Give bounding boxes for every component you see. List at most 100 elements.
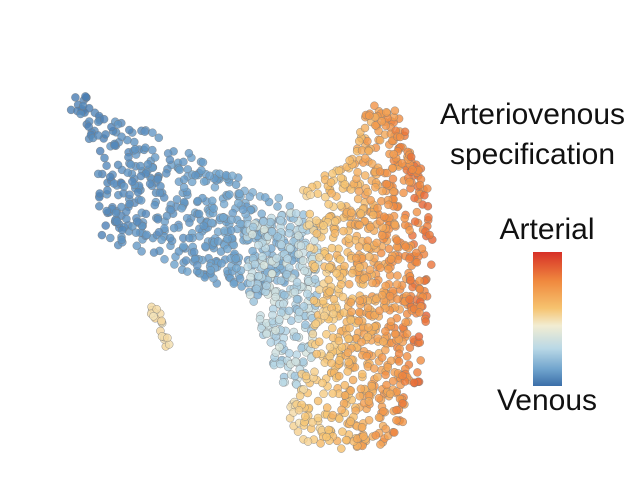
scatter-point: [324, 425, 333, 435]
scatter-point: [123, 168, 132, 177]
scatter-point: [375, 167, 385, 176]
scatter-point: [280, 291, 289, 300]
scatter-point: [217, 259, 226, 268]
scatter-point: [292, 295, 302, 304]
scatter-point: [363, 332, 372, 342]
scatter-point: [385, 292, 395, 301]
scatter-point: [157, 235, 166, 245]
scatter-point: [93, 169, 103, 179]
scatter-point: [329, 309, 338, 319]
scatter-point: [378, 353, 387, 362]
scatter-point: [392, 280, 402, 289]
scatter-point: [195, 232, 204, 241]
scatter-point: [359, 432, 368, 441]
scatter-point: [312, 216, 321, 225]
scatter-point: [113, 120, 123, 129]
scatter-point: [346, 298, 355, 307]
scatter-point: [412, 258, 422, 267]
scatter-point: [219, 199, 229, 209]
scatter-point: [389, 149, 398, 159]
scatter-point: [379, 407, 388, 416]
scatter-point: [323, 403, 332, 412]
scatter-point: [183, 267, 192, 276]
scatter-point: [125, 125, 134, 135]
scatter-point: [358, 423, 367, 432]
scatter-point: [179, 183, 189, 192]
scatter-point: [276, 276, 286, 285]
scatter-point: [361, 154, 370, 163]
legend-title-line2: specification: [449, 138, 616, 171]
scatter-point: [303, 437, 313, 446]
scatter-point: [366, 195, 375, 205]
scatter-point: [185, 218, 194, 227]
scatter-point: [321, 192, 330, 202]
scatter-point: [356, 384, 366, 393]
scatter-point: [310, 262, 320, 271]
scatter-point: [392, 405, 401, 415]
scatter-point: [311, 319, 320, 328]
scatter-point: [102, 206, 111, 216]
scatter-point: [312, 229, 321, 238]
scatter-point: [336, 173, 346, 183]
scatter-point: [384, 244, 394, 254]
scatter-point: [427, 260, 436, 269]
scatter-point: [118, 225, 127, 235]
scatter-point: [342, 435, 351, 445]
scatter-point: [250, 259, 260, 269]
scatter-point: [255, 315, 265, 324]
scatter-point: [179, 242, 188, 251]
scatter-point: [272, 254, 281, 263]
scatter-point: [291, 209, 301, 218]
scatter-point: [259, 261, 269, 270]
scatter-point: [157, 316, 166, 326]
scatter-point: [415, 276, 424, 285]
scatter-point: [246, 273, 255, 282]
scatter-point: [316, 439, 325, 448]
scatter-point: [148, 128, 157, 137]
scatter-point: [292, 332, 301, 341]
scatter-point: [102, 161, 111, 170]
scatter-point: [128, 177, 137, 186]
scatter-point: [354, 316, 363, 326]
scatter-point: [322, 330, 331, 339]
scatter-point: [370, 101, 379, 110]
scatter-point: [398, 371, 407, 380]
scatter-point: [328, 389, 337, 398]
scatter-point: [232, 263, 241, 273]
scatter-point: [294, 249, 303, 259]
scatter-point: [279, 299, 288, 309]
scatter-point: [339, 226, 348, 236]
scatter-point: [375, 135, 385, 145]
scatter-point: [365, 111, 374, 120]
scatter-point: [362, 352, 371, 361]
scatter-point: [370, 364, 379, 373]
scatter-point: [425, 230, 434, 240]
scatter-point: [368, 210, 378, 220]
scatter-point: [357, 337, 366, 347]
scatter-point: [125, 199, 134, 209]
colorbar: [533, 252, 562, 386]
scatter-point: [388, 174, 398, 184]
scatter-point: [347, 208, 356, 218]
scatter-point: [299, 302, 309, 311]
scatter-point: [295, 307, 304, 317]
scatter-point: [397, 159, 407, 168]
scatter-point: [169, 223, 179, 233]
scatter-point: [421, 317, 430, 326]
scatter-point: [145, 179, 155, 189]
scatter-point: [101, 221, 110, 230]
scatter-point: [319, 221, 328, 230]
scatter-point: [191, 171, 200, 180]
scatter-point: [249, 297, 258, 306]
scatter-point: [301, 371, 311, 381]
scatter-point: [373, 372, 382, 382]
scatter-point: [328, 323, 337, 333]
scatter-point: [386, 255, 396, 264]
scatter-point: [235, 189, 244, 198]
scatter-point: [340, 391, 350, 400]
scatter-point: [399, 188, 408, 198]
scatter-point: [423, 184, 432, 193]
scatter-point: [363, 303, 373, 312]
scatter-point: [340, 381, 349, 390]
